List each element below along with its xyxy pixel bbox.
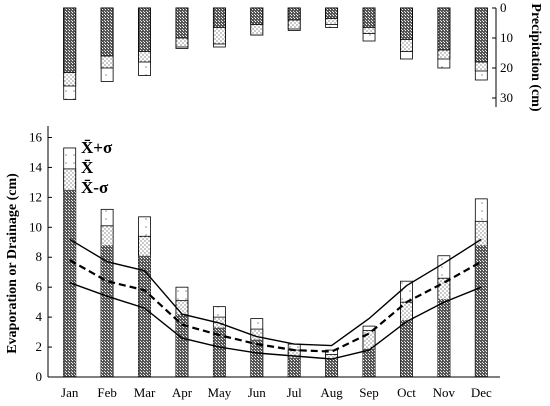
evap-bar-sep-s1 — [363, 348, 376, 377]
precip-bar-jan-s1 — [63, 7, 77, 73]
legend-entry-2: X̄ — [81, 158, 94, 177]
precip-bar-apr-s1 — [175, 7, 189, 39]
month-label-jan: Jan — [61, 385, 79, 400]
precip-bar-jun-s1 — [250, 7, 264, 25]
evap-bar-aug-s1 — [325, 359, 338, 377]
evap-bar-nov-s1 — [437, 299, 450, 377]
month-label-dec: Dec — [471, 385, 492, 400]
evap-tick-label: 8 — [36, 249, 43, 264]
precip-tick-label: 10 — [500, 30, 513, 45]
evap-axis: 0 2 4 6 8 10 12 14 16 Jan Feb Mar Apr May Jun Jul Aug Sep… — [5, 126, 500, 400]
precip-axis-title: Precipitation (cm) — [528, 3, 543, 112]
month-label-feb: Feb — [97, 385, 117, 400]
precip-bar-sep-s1 — [362, 7, 376, 28]
month-label-jul: Jul — [287, 385, 303, 400]
evap-bar-apr-s1 — [175, 314, 188, 377]
evap-bar-dec-s1 — [475, 245, 488, 377]
evap-bar-oct-s1 — [400, 320, 413, 377]
month-label-oct: Oct — [397, 385, 416, 400]
legend-entry-1: X̄+σ — [81, 138, 113, 157]
month-label-apr: Apr — [172, 385, 193, 400]
drainage-line-1 — [69, 238, 482, 347]
month-label-sep: Sep — [359, 385, 379, 400]
evap-tick-label: 12 — [29, 189, 42, 204]
precip-bars — [63, 7, 488, 100]
month-label-may: May — [207, 385, 231, 400]
month-label-aug: Aug — [320, 385, 343, 400]
evap-tick-label: 14 — [29, 159, 43, 174]
evap-tick-label: 10 — [29, 219, 42, 234]
evap-tick-label: 0 — [36, 369, 43, 384]
evap-bar-jun-s1 — [250, 339, 263, 377]
evap-bar-mar-s1 — [138, 255, 151, 377]
drainage-lines — [69, 238, 482, 360]
precip-tick-label: 0 — [500, 0, 507, 15]
precip-bar-nov-s1 — [437, 7, 451, 51]
evap-tick-label: 16 — [29, 129, 43, 144]
evap-bars — [63, 147, 488, 378]
evap-bar-jul-s1 — [288, 357, 301, 377]
evap-bar-may-s1 — [213, 327, 226, 377]
drainage-line-2 — [69, 259, 482, 353]
precip-bar-aug-s1 — [325, 7, 339, 19]
month-label-mar: Mar — [134, 385, 156, 400]
legend: X̄+σX̄X̄-σ — [81, 138, 113, 197]
precip-bar-oct-s1 — [400, 7, 413, 40]
precip-bar-mar-s1 — [138, 7, 151, 52]
precip-tick-label: 20 — [500, 60, 513, 75]
precip-axis: 0 10 20 30 Precipitation (cm) — [492, 0, 543, 112]
precip-bar-dec-s1 — [474, 7, 488, 63]
evap-tick-label: 2 — [36, 339, 43, 354]
evap-bar-feb-s1 — [101, 245, 114, 377]
month-label-nov: Nov — [433, 385, 456, 400]
precip-bar-feb-s1 — [100, 7, 114, 57]
evap-axis-title: Evaporation or Drainage (cm) — [5, 173, 20, 354]
precip-tick-label: 30 — [500, 90, 513, 105]
drainage-line-3 — [69, 282, 482, 360]
legend-entry-3: X̄-σ — [81, 178, 109, 197]
precip-bar-jul-s1 — [287, 7, 301, 21]
evap-tick-label: 6 — [36, 279, 43, 294]
evap-tick-label: 4 — [36, 309, 43, 324]
precip-bar-may-s1 — [212, 7, 226, 28]
month-label-jun: Jun — [248, 385, 267, 400]
